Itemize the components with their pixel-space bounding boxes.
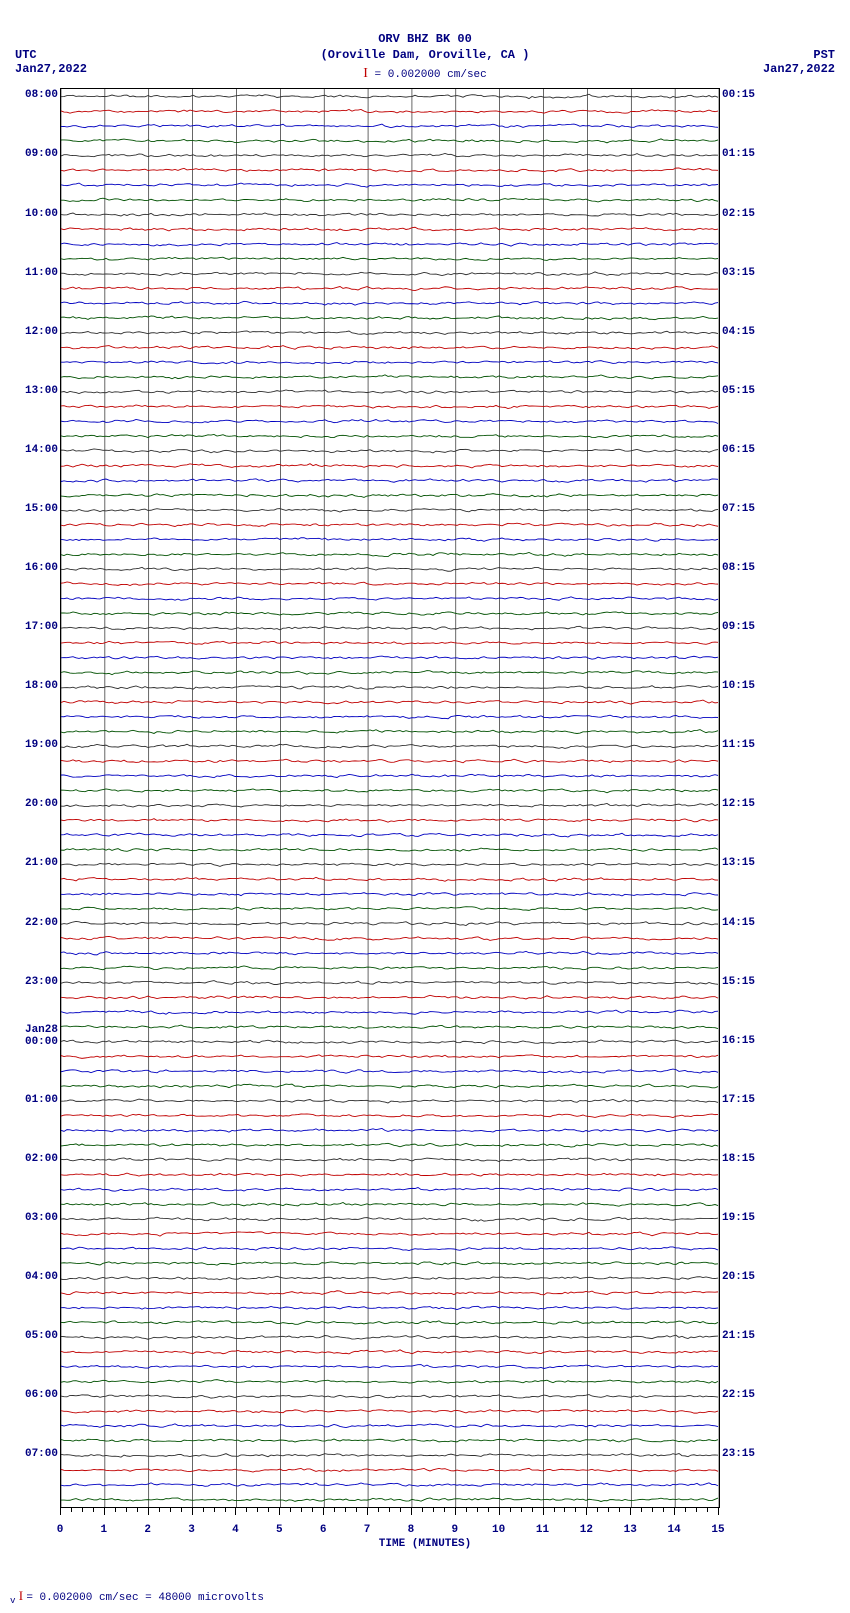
pst-time-label: 17:15 bbox=[722, 1094, 755, 1106]
station-location: (Oroville Dam, Oroville, CA ) bbox=[0, 48, 850, 64]
x-tick-label: 7 bbox=[357, 1524, 377, 1536]
utc-time-label: 22:00 bbox=[0, 917, 58, 929]
utc-time-label: Jan2800:00 bbox=[0, 1024, 58, 1048]
utc-time-label: 20:00 bbox=[0, 798, 58, 810]
pst-time-label: 23:15 bbox=[722, 1448, 755, 1460]
x-tick-label: 13 bbox=[620, 1524, 640, 1536]
pst-time-label: 08:15 bbox=[722, 562, 755, 574]
utc-time-label: 15:00 bbox=[0, 503, 58, 515]
pst-date: Jan27,2022 bbox=[763, 62, 835, 76]
utc-date: Jan27,2022 bbox=[15, 62, 87, 76]
footer-text: = 0.002000 cm/sec = 48000 microvolts bbox=[26, 1592, 264, 1604]
utc-time-label: 17:00 bbox=[0, 621, 58, 633]
utc-time-label: 11:00 bbox=[0, 267, 58, 279]
pst-time-label: 19:15 bbox=[722, 1212, 755, 1224]
x-tick-label: 6 bbox=[313, 1524, 333, 1536]
pst-time-label: 20:15 bbox=[722, 1271, 755, 1283]
station-id: ORV BHZ BK 00 bbox=[0, 32, 850, 48]
utc-time-label: 03:00 bbox=[0, 1212, 58, 1224]
utc-time-label: 02:00 bbox=[0, 1153, 58, 1165]
utc-time-label: 08:00 bbox=[0, 89, 58, 101]
pst-time-label: 01:15 bbox=[722, 148, 755, 160]
seismogram-svg bbox=[61, 89, 719, 1507]
pst-time-label: 02:15 bbox=[722, 208, 755, 220]
header-left-tz: UTC Jan27,2022 bbox=[15, 48, 87, 77]
utc-time-label: 13:00 bbox=[0, 385, 58, 397]
x-tick-label: 8 bbox=[401, 1524, 421, 1536]
utc-time-label: 09:00 bbox=[0, 148, 58, 160]
pst-time-label: 14:15 bbox=[722, 917, 755, 929]
pst-label: PST bbox=[763, 48, 835, 62]
x-tick-label: 4 bbox=[225, 1524, 245, 1536]
utc-time-label: 04:00 bbox=[0, 1271, 58, 1283]
utc-time-label: 23:00 bbox=[0, 976, 58, 988]
pst-time-label: 16:15 bbox=[722, 1035, 755, 1047]
pst-time-label: 15:15 bbox=[722, 976, 755, 988]
utc-time-label: 14:00 bbox=[0, 444, 58, 456]
pst-time-label: 05:15 bbox=[722, 385, 755, 397]
x-tick-label: 5 bbox=[269, 1524, 289, 1536]
scale-indicator: I = 0.002000 cm/sec bbox=[0, 66, 850, 82]
pst-time-label: 07:15 bbox=[722, 503, 755, 515]
x-tick-label: 2 bbox=[138, 1524, 158, 1536]
x-tick-label: 12 bbox=[576, 1524, 596, 1536]
pst-time-label: 10:15 bbox=[722, 680, 755, 692]
utc-time-label: 01:00 bbox=[0, 1094, 58, 1106]
x-tick-label: 9 bbox=[445, 1524, 465, 1536]
x-tick-label: 3 bbox=[182, 1524, 202, 1536]
utc-time-label: 10:00 bbox=[0, 208, 58, 220]
pst-time-label: 18:15 bbox=[722, 1153, 755, 1165]
plot-area bbox=[60, 88, 720, 1508]
utc-time-label: 07:00 bbox=[0, 1448, 58, 1460]
x-tick-label: 10 bbox=[489, 1524, 509, 1536]
x-tick-label: 0 bbox=[50, 1524, 70, 1536]
utc-time-label: 16:00 bbox=[0, 562, 58, 574]
pst-time-label: 04:15 bbox=[722, 326, 755, 338]
pst-time-label: 22:15 bbox=[722, 1389, 755, 1401]
x-tick-label: 14 bbox=[664, 1524, 684, 1536]
pst-time-label: 12:15 bbox=[722, 798, 755, 810]
pst-time-label: 00:15 bbox=[722, 89, 755, 101]
x-tick-label: 1 bbox=[94, 1524, 114, 1536]
utc-time-label: 06:00 bbox=[0, 1389, 58, 1401]
seismogram-container: ORV BHZ BK 00 (Oroville Dam, Oroville, C… bbox=[0, 0, 850, 1613]
footer-scale: v I = 0.002000 cm/sec = 48000 microvolts bbox=[10, 1588, 264, 1606]
utc-time-label: 12:00 bbox=[0, 326, 58, 338]
x-axis-title: TIME (MINUTES) bbox=[0, 1538, 850, 1550]
pst-time-label: 06:15 bbox=[722, 444, 755, 456]
utc-time-label: 18:00 bbox=[0, 680, 58, 692]
header-right-tz: PST Jan27,2022 bbox=[763, 48, 835, 77]
x-tick-label: 15 bbox=[708, 1524, 728, 1536]
utc-time-label: 19:00 bbox=[0, 739, 58, 751]
utc-time-label: 21:00 bbox=[0, 857, 58, 869]
pst-time-label: 03:15 bbox=[722, 267, 755, 279]
scale-text: = 0.002000 cm/sec bbox=[368, 69, 487, 81]
x-tick-label: 11 bbox=[533, 1524, 553, 1536]
utc-label: UTC bbox=[15, 48, 87, 62]
header-center: ORV BHZ BK 00 (Oroville Dam, Oroville, C… bbox=[0, 32, 850, 63]
utc-time-label: 05:00 bbox=[0, 1330, 58, 1342]
pst-time-label: 11:15 bbox=[722, 739, 755, 751]
pst-time-label: 13:15 bbox=[722, 857, 755, 869]
pst-time-label: 21:15 bbox=[722, 1330, 755, 1342]
pst-time-label: 09:15 bbox=[722, 621, 755, 633]
